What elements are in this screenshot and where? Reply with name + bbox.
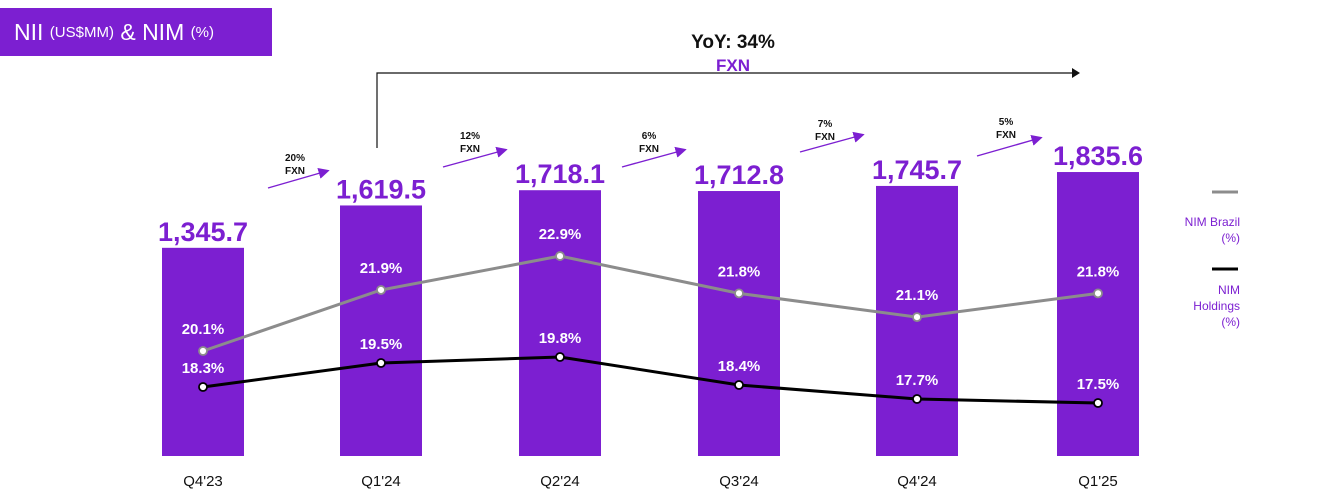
nim-holdings-line-point xyxy=(1093,398,1103,408)
nim-holdings-line-point xyxy=(734,380,744,390)
category-tick-label: Q1'25 xyxy=(1078,473,1118,490)
nim-brazil-line-value-label: 21.8% xyxy=(718,263,761,280)
legend-nim-holdings-unit: (%) xyxy=(1221,315,1240,329)
nim-brazil-line-point xyxy=(376,285,386,295)
growth-fxn-label: FXN xyxy=(460,144,480,155)
nii-bar xyxy=(698,191,780,456)
nii-bar xyxy=(519,190,601,456)
nim-holdings-line-point xyxy=(912,394,922,404)
yoy-fxn-label: FXN xyxy=(716,56,750,75)
growth-arrow xyxy=(799,131,865,153)
nii-bar xyxy=(1057,172,1139,456)
chart-title-badge: NII (US$MM) & NIM (%) xyxy=(0,8,272,56)
nim-brazil-line-point xyxy=(1093,288,1103,299)
legend-nim-holdings-label2: Holdings xyxy=(1193,299,1240,313)
category-tick-label: Q1'24 xyxy=(361,473,401,490)
category-tick-label: Q4'24 xyxy=(897,473,937,490)
growth-fxn-label: FXN xyxy=(996,130,1016,141)
category-tick-label: Q4'23 xyxy=(183,473,223,490)
nim-brazil-line-value-label: 22.9% xyxy=(539,226,582,243)
nim-brazil-line-point xyxy=(555,251,565,261)
category-tick-label: Q3'24 xyxy=(719,473,759,490)
growth-pct-label: 5% xyxy=(999,117,1014,128)
nim-holdings-line-point xyxy=(198,382,208,392)
nim-brazil-line-point xyxy=(912,312,922,323)
nii-value-label: 1,745.7 xyxy=(872,155,962,185)
nim-brazil-line-value-label: 21.8% xyxy=(1077,263,1120,280)
nim-holdings-line-value-label: 18.3% xyxy=(182,360,225,377)
legend-nim-brazil-unit: (%) xyxy=(1221,231,1240,245)
legend-nim-brazil-label: NIM Brazil xyxy=(1185,215,1240,229)
growth-arrow xyxy=(267,167,330,189)
title-amp: & NIM xyxy=(120,18,185,45)
nii-value-label: 1,718.1 xyxy=(515,159,605,189)
nii-value-label: 1,712.8 xyxy=(694,160,784,190)
growth-arrow xyxy=(976,134,1043,157)
nim-holdings-line-value-label: 19.8% xyxy=(539,330,582,347)
nim-holdings-line-value-label: 17.7% xyxy=(896,372,939,389)
title-unit: (US$MM) xyxy=(49,23,114,41)
growth-arrow xyxy=(442,146,508,168)
nii-bar xyxy=(340,205,422,456)
growth-pct-label: 6% xyxy=(642,131,657,142)
nim-brazil-line-value-label: 21.9% xyxy=(360,260,403,277)
nim-brazil-line-value-label: 20.1% xyxy=(182,321,225,338)
nim-holdings-line-point xyxy=(376,358,386,368)
yoy-bracket xyxy=(376,72,1072,148)
yoy-label: YoY: 34% xyxy=(691,32,775,53)
nii-value-label: 1,835.6 xyxy=(1053,141,1143,171)
nim-holdings-line-point xyxy=(555,352,565,362)
growth-fxn-label: FXN xyxy=(815,132,835,143)
growth-fxn-label: FXN xyxy=(639,144,659,155)
growth-pct-label: 7% xyxy=(818,119,833,130)
growth-arrow xyxy=(621,146,687,168)
growth-fxn-label: FXN xyxy=(285,166,305,177)
legend-nim-holdings-label: NIM xyxy=(1218,283,1240,297)
nim-holdings-line-value-label: 17.5% xyxy=(1077,376,1120,393)
growth-pct-label: 12% xyxy=(460,131,480,142)
nim-brazil-line-point xyxy=(734,288,744,299)
nim-brazil-line-value-label: 21.1% xyxy=(896,287,939,304)
nim-brazil-line xyxy=(202,254,1099,353)
nii-value-label: 1,345.7 xyxy=(158,217,248,247)
nim-holdings-line xyxy=(202,355,1099,405)
yoy-arrowhead xyxy=(1072,68,1080,78)
nii-value-label: 1,619.5 xyxy=(336,174,426,204)
category-tick-label: Q2'24 xyxy=(540,473,580,490)
title-main: NII xyxy=(14,18,44,45)
growth-pct-label: 20% xyxy=(285,153,305,164)
nim-holdings-line-value-label: 18.4% xyxy=(718,358,761,375)
nim-brazil-line-point xyxy=(198,346,208,356)
nim-holdings-line-value-label: 19.5% xyxy=(360,336,403,353)
title-pct: (%) xyxy=(190,23,214,41)
